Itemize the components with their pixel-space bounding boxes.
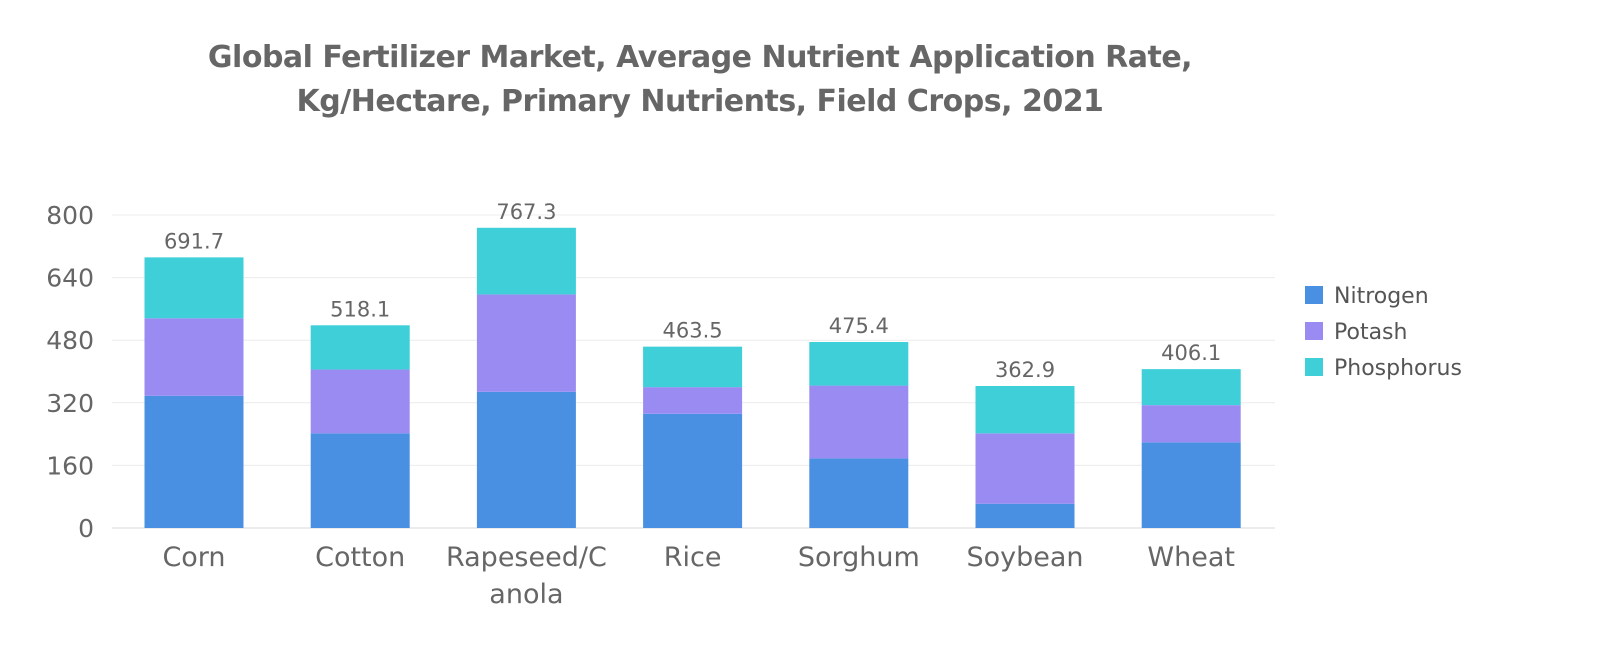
total-label: 463.5 [663, 319, 723, 343]
legend: Nitrogen Potash Phosphorus [1305, 284, 1462, 381]
bars [144, 227, 1241, 528]
bar-potash-0 [144, 318, 244, 396]
y-tick-label: 0 [78, 514, 94, 543]
chart-title-line-1: Global Fertilizer Market, Average Nutrie… [207, 40, 1193, 75]
bar-phosphorus-6 [1141, 369, 1241, 406]
labels: 0 160 320 480 640 800 691.7 Corn 518.1 Cotton 767.… [46, 200, 1235, 610]
legend-swatch-potash [1305, 322, 1323, 340]
bar-phosphorus-0 [144, 257, 244, 319]
total-label: 767.3 [496, 200, 556, 224]
bar-phosphorus-5 [975, 386, 1075, 434]
bar-phosphorus-3 [643, 346, 743, 388]
legend-label-potash: Potash [1334, 320, 1407, 345]
x-tick-label: Rice [664, 542, 722, 573]
total-label: 518.1 [330, 297, 390, 321]
bar-phosphorus-1 [310, 325, 410, 370]
legend-label-nitrogen: Nitrogen [1334, 284, 1429, 309]
bar-nitrogen-6 [1141, 442, 1241, 528]
total-label: 691.7 [164, 229, 224, 253]
y-tick-label: 480 [46, 326, 94, 355]
bar-nitrogen-5 [975, 503, 1075, 528]
bar-potash-5 [975, 433, 1075, 504]
chart-title: Global Fertilizer Market, Average Nutrie… [0, 36, 1400, 124]
y-tick-label: 800 [46, 201, 94, 230]
legend-label-phosphorus: Phosphorus [1334, 356, 1462, 381]
bar-nitrogen-3 [643, 413, 743, 528]
total-label: 475.4 [829, 314, 889, 338]
bar-nitrogen-2 [476, 391, 576, 528]
y-tick-label: 320 [46, 389, 94, 418]
bar-nitrogen-1 [310, 433, 410, 528]
x-tick-label: Rapeseed/C [446, 542, 607, 573]
bar-potash-4 [809, 385, 909, 459]
x-tick-label: Wheat [1147, 542, 1235, 573]
x-tick-label: Soybean [966, 542, 1083, 573]
bar-phosphorus-4 [809, 341, 909, 386]
x-tick-label: Cotton [315, 542, 405, 573]
y-tick-label: 640 [46, 264, 94, 293]
legend-swatch-nitrogen [1305, 286, 1323, 304]
bar-potash-6 [1141, 405, 1241, 443]
y-tick-label: 160 [46, 451, 94, 480]
bar-potash-3 [643, 387, 743, 414]
x-tick-label: Sorghum [798, 542, 920, 573]
bar-nitrogen-0 [144, 395, 244, 528]
x-tick-label: Corn [162, 542, 225, 573]
legend-swatch-phosphorus [1305, 358, 1323, 376]
chart-title-line-2: Kg/Hectare, Primary Nutrients, Field Cro… [296, 84, 1104, 119]
total-label: 362.9 [995, 358, 1055, 382]
x-tick-label: anola [489, 579, 563, 610]
total-label: 406.1 [1161, 341, 1221, 365]
bar-potash-1 [310, 369, 410, 434]
bar-phosphorus-2 [476, 227, 576, 295]
bar-nitrogen-4 [809, 458, 909, 528]
bar-potash-2 [476, 294, 576, 392]
